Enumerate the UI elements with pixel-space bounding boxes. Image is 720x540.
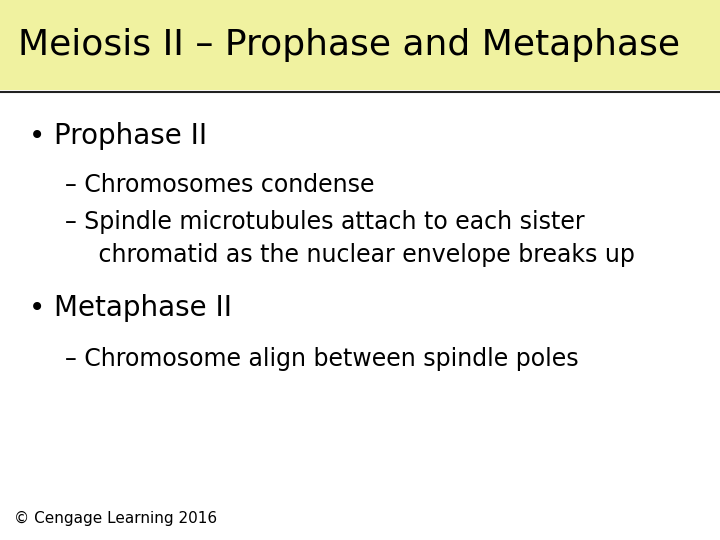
Text: chromatid as the nuclear envelope breaks up: chromatid as the nuclear envelope breaks… xyxy=(76,243,634,267)
Text: – Spindle microtubules attach to each sister: – Spindle microtubules attach to each si… xyxy=(65,210,585,233)
Text: © Cengage Learning 2016: © Cengage Learning 2016 xyxy=(14,511,217,526)
Text: Metaphase II: Metaphase II xyxy=(54,294,232,322)
Text: – Chromosome align between spindle poles: – Chromosome align between spindle poles xyxy=(65,347,578,370)
Text: Meiosis II – Prophase and Metaphase: Meiosis II – Prophase and Metaphase xyxy=(18,28,680,62)
Text: •: • xyxy=(29,122,45,150)
Text: Prophase II: Prophase II xyxy=(54,122,207,150)
Text: – Chromosomes condense: – Chromosomes condense xyxy=(65,173,374,197)
Text: •: • xyxy=(29,294,45,322)
Bar xyxy=(0,0,720,90)
